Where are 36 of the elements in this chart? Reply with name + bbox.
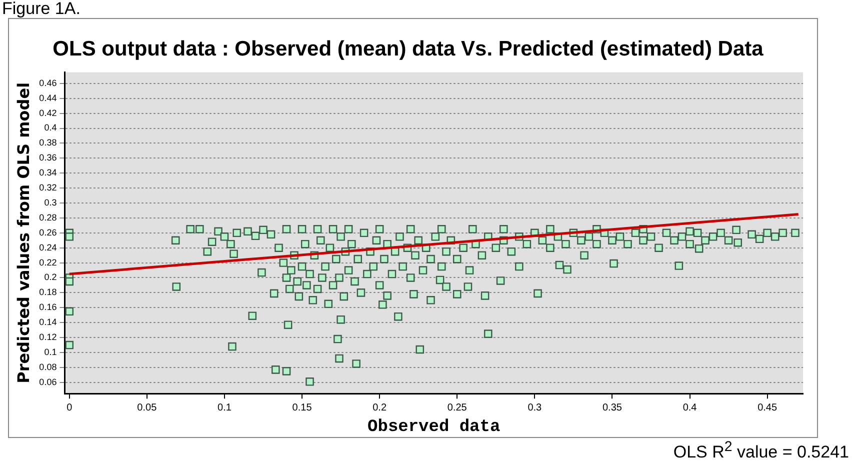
y-axis-title: Predicted values from OLS model [14,82,33,384]
x-tick-label: 0.35 [602,402,622,414]
y-tick-label: 0.06 [39,376,57,387]
y-tick-label: 0.4 [44,122,57,133]
y-tick-label: 0.36 [39,152,57,163]
y-tick-label: 0.3 [44,197,57,208]
y-tick-label: 0.46 [39,78,57,88]
text: OLS R$^{2}$ value = 0.5241 [673,439,849,463]
y-tick-label: 0.12 [39,332,57,342]
caption: Figure 1A. [2,0,80,19]
x-tick-label: 0.2 [372,402,387,414]
y-tick-label: 0.34 [39,168,57,178]
x-tick-label: 0.1 [218,402,232,414]
y-tick-label: 0.42 [39,108,57,118]
y-tick-label: 0.38 [39,138,57,148]
y-tick-label: 0.44 [39,92,57,103]
chart-title: OLS output data : Observed (mean) data Vs. Predicted (estimated) Data [52,37,764,60]
y-tick-label: 0.16 [39,302,57,312]
x-axis-title: Observed data [368,418,500,438]
y-tick-label: 0.26 [39,227,57,238]
y-tick-label: 0.24 [39,242,57,252]
y-tick-label: 0.08 [39,362,57,372]
y-tick-label: 0.28 [39,212,57,222]
x-tick-label: 0.15 [292,402,312,414]
y-tick-label: 0.1 [44,346,57,357]
y-tick-label: 0.32 [39,182,57,193]
y-tick-label: 0.18 [39,287,57,298]
x-tick-label: 0.3 [528,402,542,414]
x-tick-label: 0 [66,402,73,414]
x-tick-label: 0.4 [682,402,698,414]
y-tick-label: 0.22 [39,257,57,268]
x-tick-label: 0.45 [758,402,778,414]
x-tick-label: 0.25 [447,402,468,414]
x-tick-label: 0.05 [137,402,158,414]
y-tick-label: 0.2 [44,272,57,282]
y-tick-label: 0.14 [39,317,57,328]
